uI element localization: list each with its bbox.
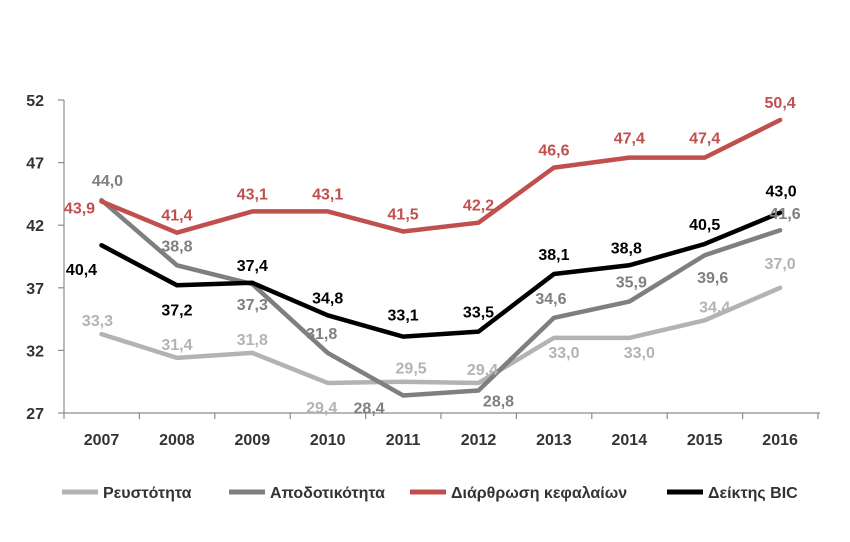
data-label-liquidity: 29,4 [306,400,337,417]
x-tick-label: 2014 [612,432,648,449]
series-line-profitability [99,197,783,398]
legend-item-liquidity: Ρευστότητα [62,485,192,502]
data-label-liquidity: 34,4 [699,299,730,316]
data-label-capital-structure: 43,9 [64,200,95,217]
legend: Ρευστότητα Αποδοτικότητα Διάρθρωση κεφαλαί… [62,485,798,502]
x-tick-label: 2012 [461,432,497,449]
data-label-capital-structure: 41,4 [161,208,192,225]
series-line-bic-index [99,210,783,339]
data-label-profitability: 28,4 [354,400,385,417]
data-label-profitability: 37,3 [237,297,268,314]
data-label-bic-index: 40,5 [689,217,720,234]
data-label-profitability: 34,6 [535,291,566,308]
data-label-bic-index: 40,4 [66,262,97,279]
data-label-liquidity: 29,4 [467,362,498,379]
data-label-capital-structure: 50,4 [765,95,796,112]
data-label-liquidity: 37,0 [765,256,796,273]
y-tick-label: 47 [26,156,44,173]
data-label-bic-index: 38,8 [611,240,642,257]
y-axis: 27 32 37 42 47 52 [26,93,65,423]
data-label-profitability: 39,6 [697,270,728,287]
data-label-bic-index: 43,0 [766,184,797,201]
data-label-bic-index: 33,1 [388,308,419,325]
x-tick-label: 2008 [159,432,195,449]
data-label-bic-index: 34,8 [312,290,343,307]
data-label-profitability: 44,0 [92,173,123,190]
data-label-capital-structure: 47,4 [614,131,645,148]
data-label-liquidity: 29,5 [396,361,427,378]
data-label-profitability: 41,6 [770,206,801,223]
y-tick-label: 27 [26,406,44,423]
data-label-capital-structure: 41,5 [388,206,419,223]
x-tick-label: 2013 [536,432,572,449]
x-tick-label: 2007 [84,432,120,449]
data-label-bic-index: 37,4 [237,258,268,275]
y-tick-label: 32 [26,343,44,360]
data-label-profitability: 28,8 [483,393,514,410]
data-label-profitability: 35,9 [616,275,647,292]
data-label-profitability: 38,8 [161,238,192,255]
x-axis: 2007 2008 2009 2010 2011 2012 2013 2014 2015 2016 [63,412,820,449]
x-tick-label: 2009 [235,432,271,449]
y-tick-label: 37 [26,281,44,298]
y-tick-label: 52 [26,93,44,110]
data-label-liquidity: 31,8 [237,332,268,349]
data-label-capital-structure: 42,2 [463,198,494,215]
legend-label: Διάρθρωση κεφαλαίων [451,485,627,502]
legend-item-profitability: Αποδοτικότητα [229,485,385,502]
legend-item-capital-structure: Διάρθρωση κεφαλαίων [410,485,627,502]
x-tick-label: 2016 [762,432,798,449]
data-label-bic-index: 38,1 [538,247,569,264]
x-tick-label: 2010 [310,432,346,449]
series-line-capital-structure [99,117,783,235]
data-label-capital-structure: 43,1 [312,186,343,203]
data-label-liquidity: 33,3 [82,313,113,330]
data-label-liquidity: 31,4 [161,337,192,354]
data-label-liquidity: 33,0 [624,345,655,362]
data-label-capital-structure: 47,4 [689,131,720,148]
legend-label: Ρευστότητα [103,485,192,502]
legend-item-bic-index: Δείκτης BIC [667,485,798,502]
y-tick-label: 42 [26,218,44,235]
legend-label: Αποδοτικότητα [270,485,385,502]
data-label-capital-structure: 46,6 [538,143,569,160]
data-label-bic-index: 33,5 [463,305,494,322]
legend-label: Δείκτης BIC [708,485,798,502]
data-labels: 33,3 31,4 31,8 29,4 29,5 29,4 33,0 33,0 34,4 37,0… [64,95,801,417]
x-tick-label: 2011 [386,432,421,449]
series-lines [99,117,783,398]
data-label-capital-structure: 43,1 [237,186,268,203]
x-tick-label: 2015 [687,432,723,449]
series-line-liquidity [99,285,783,386]
data-label-profitability: 31,8 [306,326,337,343]
data-label-bic-index: 37,2 [161,302,192,319]
data-label-liquidity: 33,0 [548,345,579,362]
